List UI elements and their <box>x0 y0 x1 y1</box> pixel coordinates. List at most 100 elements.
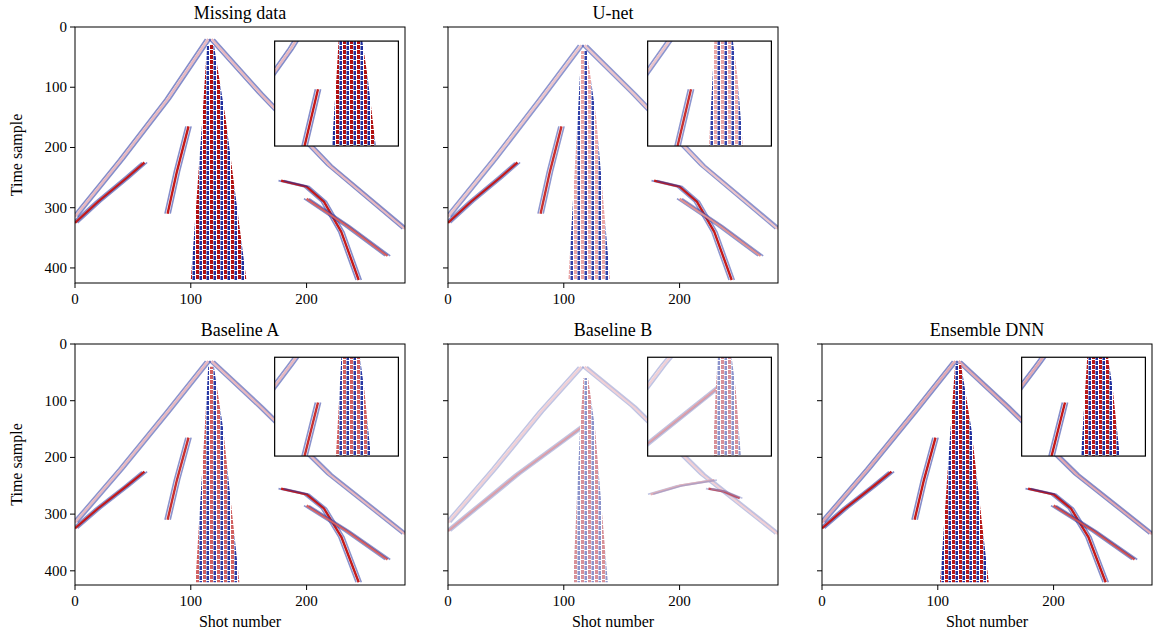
y-tick <box>443 27 448 28</box>
x-tick-label: 0 <box>444 291 452 307</box>
x-tick <box>306 585 307 590</box>
seismic-event <box>711 489 742 499</box>
x-tick-label: 100 <box>927 593 950 609</box>
inset <box>911 344 1152 585</box>
seismic-event <box>309 506 390 560</box>
x-tick-label: 0 <box>71 593 79 609</box>
inset <box>537 27 778 283</box>
x-tick-label: 200 <box>668 291 691 307</box>
x-tick-label: 200 <box>668 593 691 609</box>
y-tick-label: 200 <box>45 139 68 155</box>
seismic-event <box>78 361 211 523</box>
x-tick <box>448 283 449 288</box>
plot-frame <box>448 27 778 283</box>
y-tick-label: 100 <box>45 393 68 409</box>
seismic-event <box>648 41 718 146</box>
y-tick <box>443 400 448 401</box>
y-tick-label: 400 <box>45 260 68 276</box>
seismic-event <box>170 126 191 213</box>
y-tick <box>70 570 75 571</box>
x-tick <box>190 283 191 288</box>
y-tick-label: 300 <box>45 506 68 522</box>
y-tick <box>70 457 75 458</box>
seismic-event <box>307 506 388 560</box>
y-tick-label: 100 <box>45 79 68 95</box>
y-tick-label: 400 <box>45 563 68 579</box>
x-tick-label: 200 <box>295 291 318 307</box>
x-axis-title: Shot number <box>946 613 1029 630</box>
figure: 01002000100200300400Missing dataTime sam… <box>0 0 1161 639</box>
y-tick <box>817 514 822 515</box>
y-tick <box>443 87 448 88</box>
seismic-event <box>451 367 584 523</box>
plot-frame <box>448 344 778 585</box>
noise-band <box>327 357 386 456</box>
seismic-event <box>451 423 590 531</box>
y-tick <box>817 570 822 571</box>
inset-content <box>648 357 772 456</box>
seismic-event <box>275 357 347 456</box>
seismic-event <box>825 472 895 529</box>
x-tick-label: 200 <box>1042 593 1065 609</box>
noise-band <box>1071 357 1136 456</box>
noise-band <box>700 41 756 146</box>
seismic-event <box>78 39 211 217</box>
seismic-event <box>275 357 345 456</box>
seismic-event <box>709 489 740 499</box>
seismic-event <box>538 126 559 213</box>
inset-content <box>1022 357 1146 456</box>
y-tick <box>817 457 822 458</box>
x-tick <box>679 283 680 288</box>
x-tick-label: 0 <box>71 291 79 307</box>
inset <box>164 344 405 585</box>
x-tick <box>822 585 823 590</box>
x-tick-label: 0 <box>818 593 826 609</box>
seismic-event <box>541 126 562 213</box>
noise-band <box>573 378 608 582</box>
seismic-event <box>648 357 720 456</box>
x-tick-label: 200 <box>295 593 318 609</box>
y-tick-label: 200 <box>45 449 68 465</box>
y-tick <box>70 147 75 148</box>
y-tick <box>70 207 75 208</box>
x-tick <box>190 585 191 590</box>
seismic-event <box>677 199 758 256</box>
x-axis-title: Shot number <box>572 613 655 630</box>
seismic-event <box>917 438 938 520</box>
panel-title: Baseline B <box>574 320 653 340</box>
x-tick-label: 100 <box>180 593 203 609</box>
seismic-event <box>304 199 385 256</box>
y-axis-title: Time sample <box>8 423 26 506</box>
seismic-event <box>165 126 186 213</box>
plot-frame <box>822 344 1152 585</box>
seismic-event <box>75 163 145 223</box>
x-tick <box>75 283 76 288</box>
x-tick <box>937 585 938 590</box>
inset-frame <box>275 41 399 146</box>
x-tick <box>448 585 449 590</box>
x-axis-title: Shot number <box>199 613 282 630</box>
inset-content <box>275 357 399 456</box>
seismic-event <box>293 403 321 457</box>
x-tick-label: 100 <box>180 291 203 307</box>
y-tick <box>443 457 448 458</box>
y-tick <box>443 267 448 268</box>
seismic-event <box>75 39 206 217</box>
seismic-event <box>822 361 955 523</box>
seismic-event <box>822 472 892 529</box>
y-tick <box>443 344 448 345</box>
seismic-event <box>307 199 388 256</box>
noise-band <box>321 41 395 146</box>
seismic-event <box>448 163 518 223</box>
inset-frame <box>648 41 772 146</box>
seismic-event <box>451 45 584 217</box>
y-tick <box>817 400 822 401</box>
inset-frame <box>1022 357 1146 456</box>
seismic-event <box>165 438 186 520</box>
noise-band <box>940 364 989 582</box>
plot-area <box>448 27 778 283</box>
x-tick <box>75 585 76 590</box>
inset-frame <box>648 357 772 456</box>
x-tick <box>563 585 564 590</box>
y-tick <box>70 87 75 88</box>
